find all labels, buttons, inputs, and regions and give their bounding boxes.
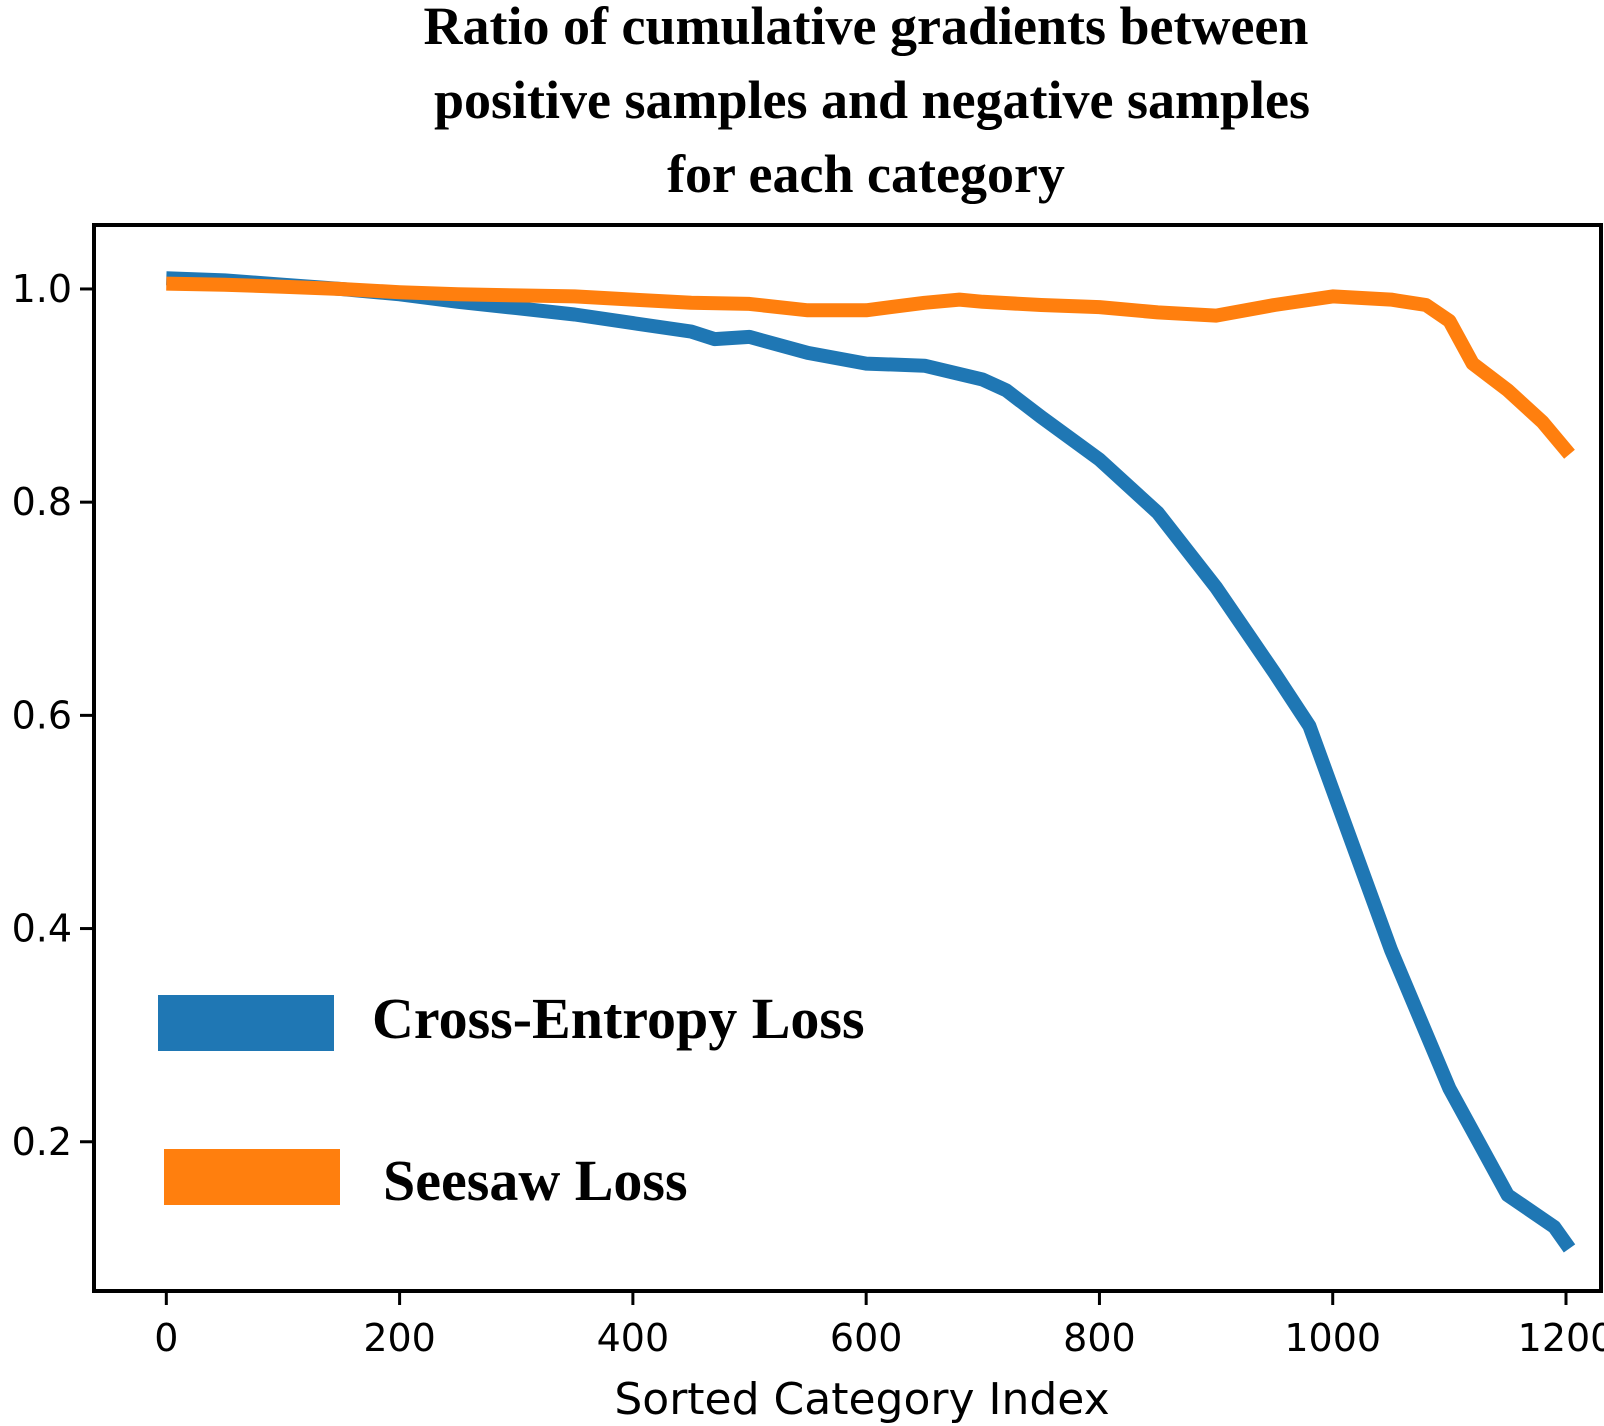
x-axis: 0 200 400 600 800 1000 1200 bbox=[154, 1291, 1604, 1360]
y-tick-label: 0.6 bbox=[12, 693, 72, 737]
series-layer bbox=[166, 271, 1576, 1253]
series-line-seesaw bbox=[166, 276, 1575, 459]
y-tick-label: 0.8 bbox=[12, 480, 72, 524]
x-tick-label: 600 bbox=[830, 1316, 903, 1360]
legend-label-seesaw: Seesaw Loss bbox=[383, 1148, 688, 1213]
legend-label-cross-entropy: Cross-Entropy Loss bbox=[372, 986, 865, 1051]
x-tick-label: 200 bbox=[363, 1316, 436, 1360]
x-tick-label: 800 bbox=[1063, 1316, 1136, 1360]
chart-title-line-3: for each category bbox=[667, 144, 1065, 204]
plot-area-frame bbox=[92, 223, 1603, 1293]
legend-swatch-cross-entropy bbox=[158, 995, 334, 1051]
chart-title-line-1: Ratio of cumulative gradients between bbox=[424, 0, 1309, 56]
y-tick-label: 0.2 bbox=[12, 1120, 72, 1164]
series-line-cross-entropy bbox=[166, 271, 1576, 1253]
x-tick-label: 1000 bbox=[1284, 1316, 1381, 1360]
x-axis-label: Sorted Category Index bbox=[614, 1374, 1109, 1425]
y-axis: 0.2 0.4 0.6 0.8 1.0 bbox=[12, 267, 94, 1164]
chart-title: Ratio of cumulative gradients between po… bbox=[424, 0, 1310, 204]
y-tick-label: 0.4 bbox=[12, 907, 72, 951]
x-tick-label: 400 bbox=[597, 1316, 670, 1360]
x-tick-label: 0 bbox=[154, 1316, 178, 1360]
chart-title-line-2: positive samples and negative samples bbox=[434, 70, 1310, 130]
y-tick-label: 1.0 bbox=[12, 267, 72, 311]
x-tick-label: 1200 bbox=[1518, 1316, 1604, 1360]
legend: Cross-Entropy Loss Seesaw Loss bbox=[158, 986, 865, 1213]
legend-swatch-seesaw bbox=[164, 1149, 340, 1205]
